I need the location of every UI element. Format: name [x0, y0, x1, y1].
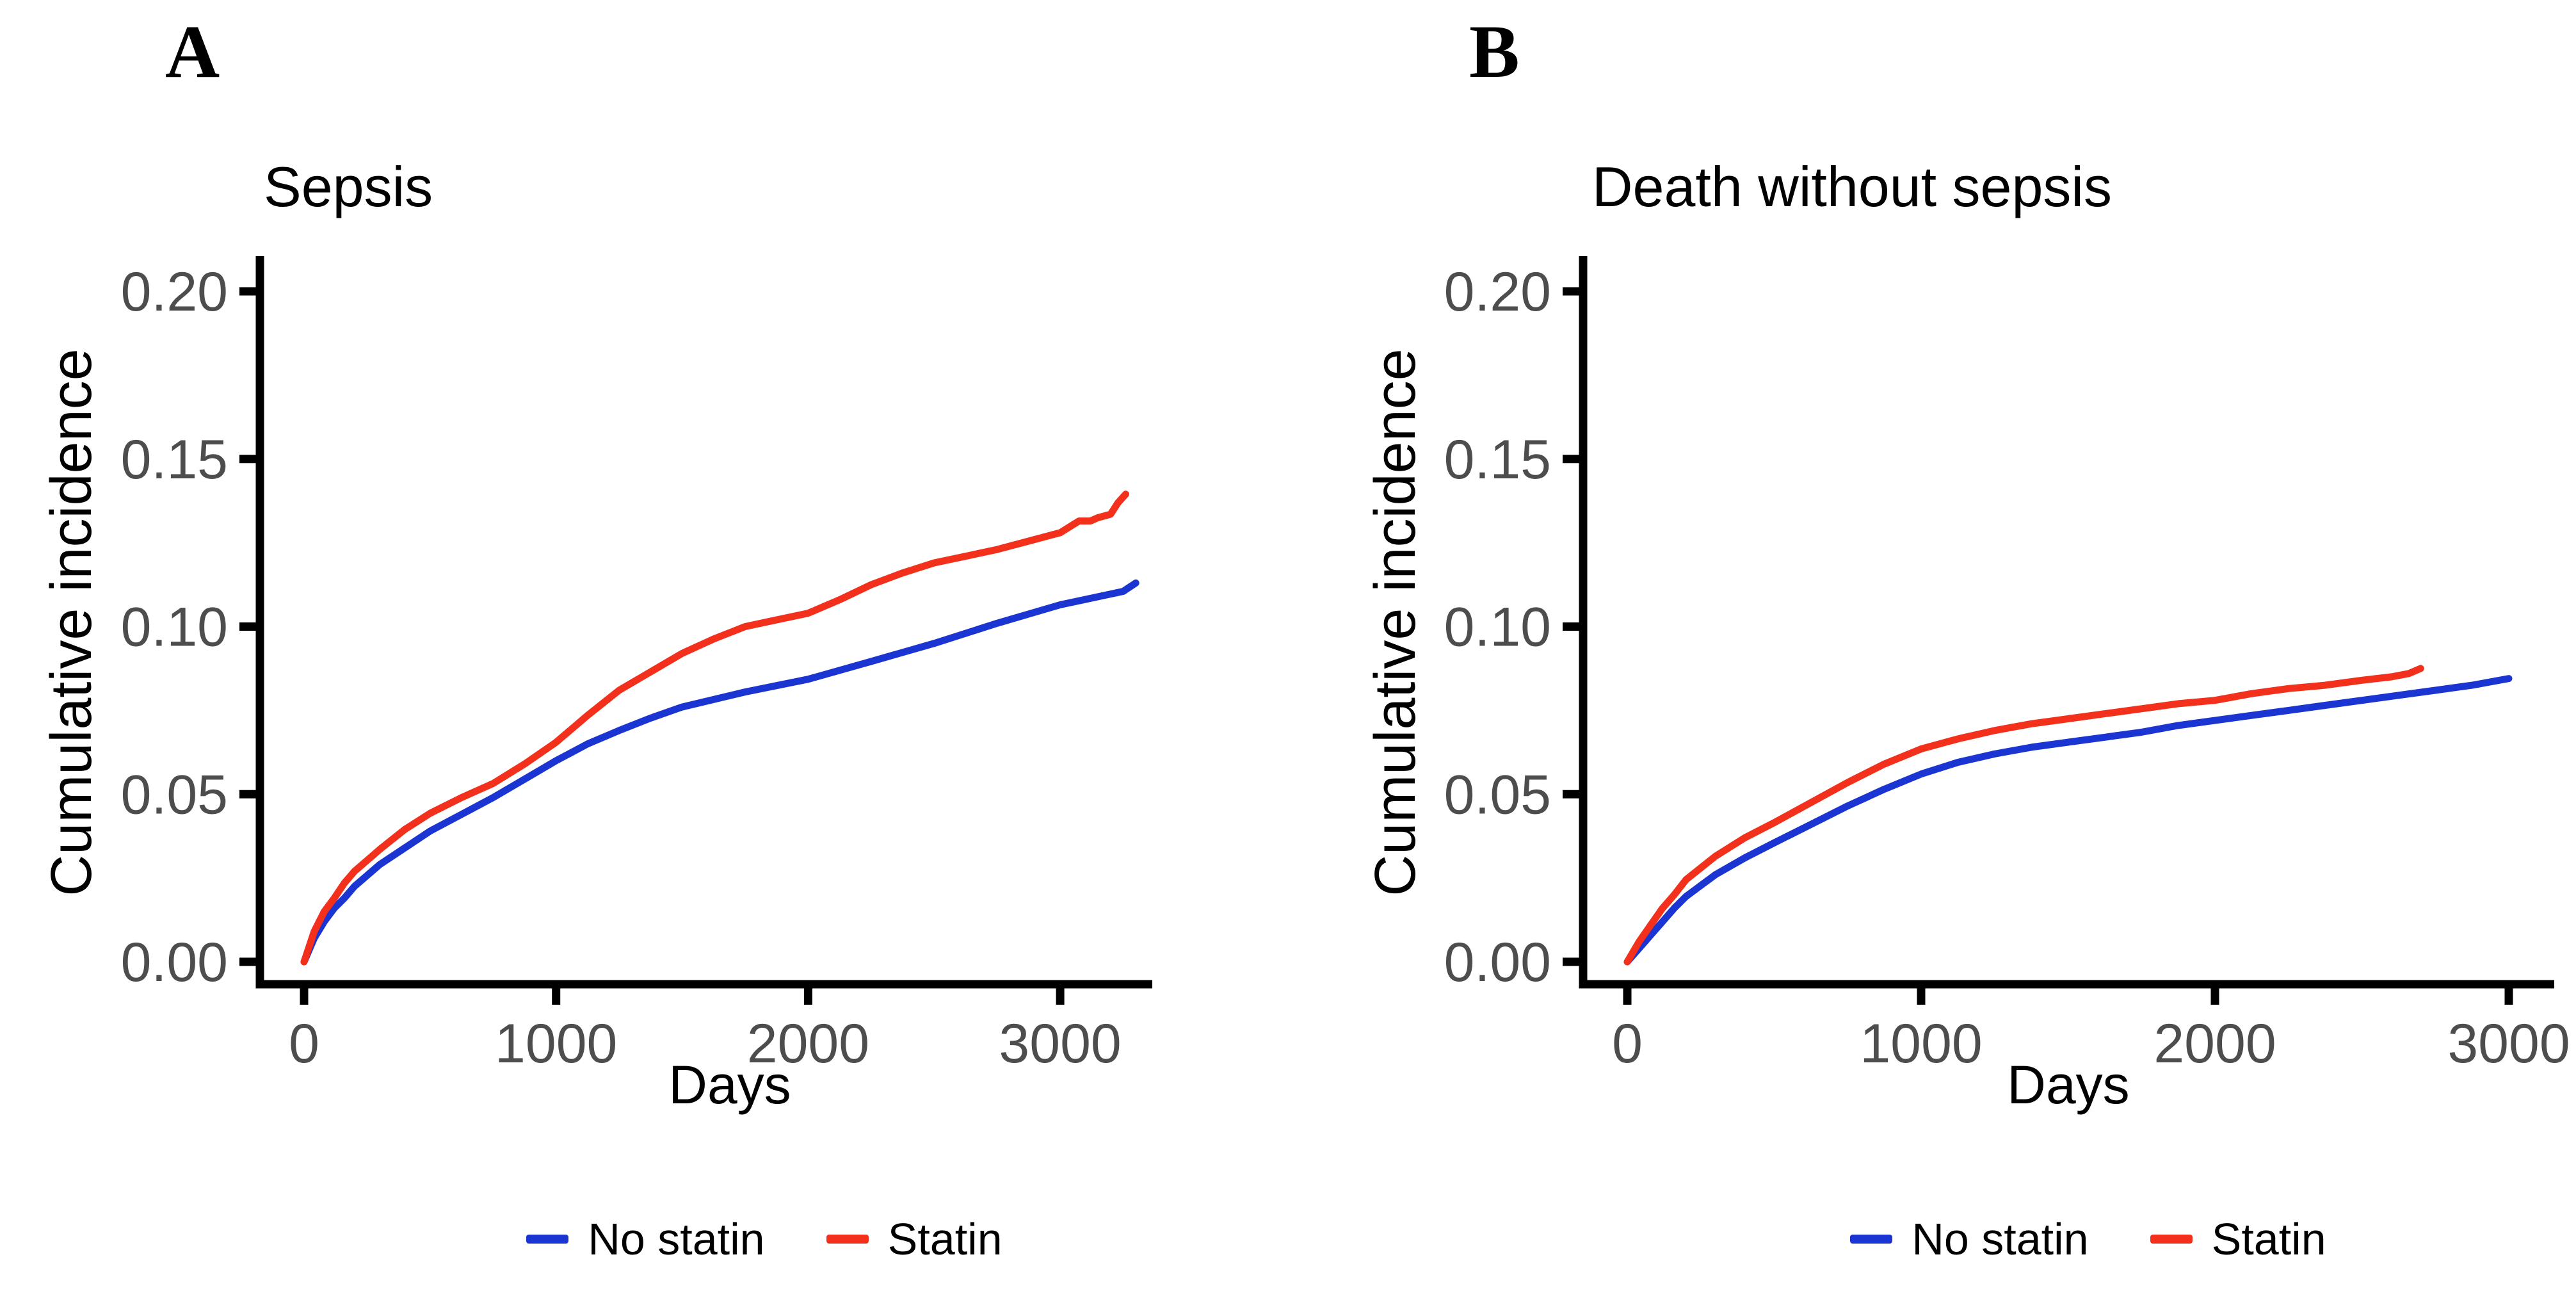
panel-a-y-tick-label: 0.15 — [121, 429, 228, 491]
panel-b-legend: No statin Statin — [1800, 1217, 2376, 1261]
panel-b-x-axis-label: Days — [2007, 1055, 2130, 1115]
no-statin-legend-label: No statin — [1912, 1214, 2089, 1264]
panel-b-letter: B — [1469, 10, 1520, 93]
panel-a-x-tick-label: 3000 — [999, 1013, 1121, 1075]
panel-a-x-tick-label: 2000 — [747, 1013, 869, 1075]
panel-a-title: Sepsis — [264, 155, 433, 218]
panel-a-y-axis-label: Cumulative incidence — [40, 348, 104, 896]
panel-b-x-tick-label: 0 — [1612, 1013, 1643, 1075]
panel-a-series-line-statin — [300, 491, 1129, 966]
panel-b-y-tick-label: 0.00 — [1444, 932, 1551, 993]
panel-b-x-tick-label: 2000 — [2153, 1013, 2276, 1075]
legend-item-statin: Statin — [826, 1217, 1002, 1261]
panel-b-x-tick-label: 1000 — [1860, 1013, 1982, 1075]
panel-b-series-line-no-statin — [1623, 675, 2513, 966]
panel-a-y-tick-label: 0.20 — [121, 261, 228, 323]
no-statin-line-swatch — [526, 1235, 569, 1244]
statin-legend-label: Statin — [887, 1214, 1002, 1264]
panel-a-x-tick-label: 1000 — [495, 1013, 617, 1075]
panel-b-y-tick-label: 0.20 — [1444, 261, 1551, 323]
panel-a-letter: A — [165, 10, 220, 93]
panel-a-x-tick-label: 0 — [289, 1013, 319, 1075]
statin-line-swatch — [826, 1235, 869, 1244]
panel-b-x-tick-label: 3000 — [2447, 1013, 2570, 1075]
panel-a-y-tick-label: 0.05 — [121, 764, 228, 825]
panel-a-series-line-no-statin — [300, 579, 1139, 966]
panel-b-y-axis-label: Cumulative incidence — [1364, 348, 1428, 896]
panel-b-y-tick-label: 0.15 — [1444, 429, 1551, 491]
legend-item-statin: Statin — [2150, 1217, 2326, 1261]
panel-a-y-tick-label: 0.10 — [121, 597, 228, 658]
legend-item-no-statin: No statin — [526, 1214, 765, 1264]
no-statin-line-swatch — [1850, 1235, 1893, 1244]
statin-line-swatch — [2150, 1235, 2193, 1244]
panel-b-title: Death without sepsis — [1592, 155, 2112, 218]
panel-b-y-tick-label: 0.10 — [1444, 597, 1551, 658]
panel-b-series-line-statin — [1623, 665, 2424, 966]
panel-a-legend: No statin Statin — [476, 1217, 1052, 1261]
panel-b-plot-area: 0.00 0.05 0.10 0.15 0.20 0 1000 2000 3000 — [1444, 256, 2570, 1075]
statin-legend-label: Statin — [2211, 1214, 2326, 1264]
panel-a-x-axis-label: Days — [668, 1055, 791, 1115]
panel-b-y-tick-label: 0.05 — [1444, 764, 1551, 825]
panel-a-plot-area: 0.00 0.05 0.10 0.15 0.20 0 1000 2000 3000 — [121, 256, 1152, 1075]
no-statin-legend-label: No statin — [588, 1214, 765, 1264]
legend-item-no-statin: No statin — [1850, 1214, 2089, 1264]
panel-a-y-tick-label: 0.00 — [121, 932, 228, 993]
